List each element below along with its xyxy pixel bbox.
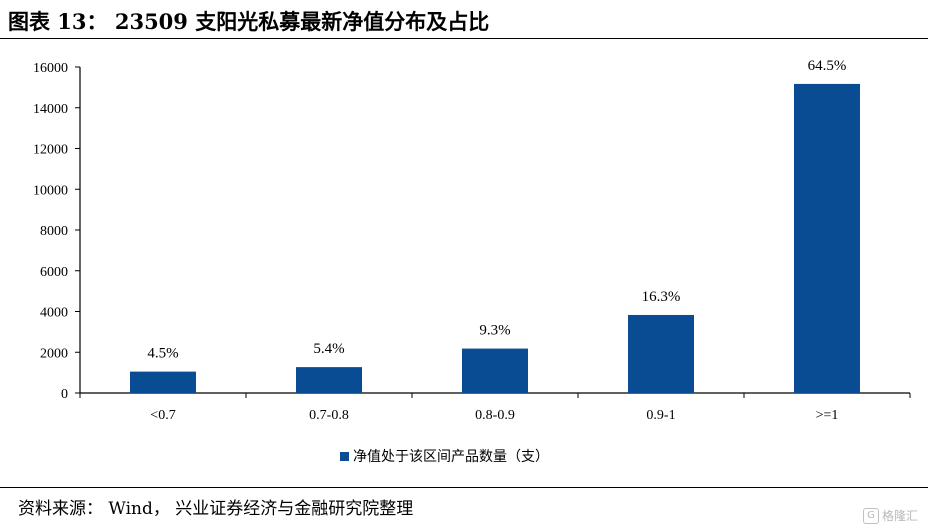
watermark-logo-icon: G bbox=[862, 507, 879, 524]
bar bbox=[794, 83, 860, 393]
title-divider bbox=[0, 38, 928, 39]
chart-data-labels: 4.5% 5.4% 9.3% 16.3% 64.5% bbox=[147, 58, 846, 362]
bar-chart: 0 2000 4000 6000 8000 10000 12000 14000 16000 <0.… bbox=[33, 58, 911, 465]
chart-axes: 0 2000 4000 6000 8000 10000 12000 14000 16000 <0.… bbox=[33, 61, 911, 423]
y-tick-label: 0 bbox=[61, 387, 68, 402]
bar-data-label: 9.3% bbox=[479, 323, 510, 339]
bar bbox=[296, 367, 362, 393]
x-tick-label: 0.7-0.8 bbox=[309, 408, 349, 423]
x-tick-label: <0.7 bbox=[150, 408, 175, 423]
source-divider bbox=[0, 487, 928, 488]
bar-data-label: 64.5% bbox=[808, 58, 847, 74]
y-tick-label: 8000 bbox=[40, 224, 68, 239]
bar bbox=[628, 314, 694, 393]
watermark-text: 格隆汇 bbox=[881, 509, 918, 523]
legend-swatch bbox=[340, 452, 349, 461]
source-note: 资料来源： Wind， 兴业证券经济与金融研究院整理 bbox=[18, 499, 414, 519]
bar-data-label: 4.5% bbox=[147, 346, 178, 362]
x-tick-label: 0.9-1 bbox=[646, 408, 675, 423]
y-tick-label: 4000 bbox=[40, 306, 68, 321]
bar-data-label: 16.3% bbox=[642, 289, 681, 305]
x-tick-label: >=1 bbox=[816, 408, 839, 423]
y-tick-label: 16000 bbox=[33, 61, 68, 76]
y-tick-label: 10000 bbox=[33, 183, 68, 198]
bar bbox=[462, 348, 528, 393]
chart-legend: 净值处于该区间产品数量（支） bbox=[340, 449, 549, 465]
chart-bars bbox=[130, 83, 860, 393]
bar bbox=[130, 371, 196, 393]
y-tick-label: 6000 bbox=[40, 265, 68, 280]
watermark: G 格隆汇 bbox=[862, 507, 918, 524]
y-tick-label: 2000 bbox=[40, 346, 68, 361]
y-tick-label: 14000 bbox=[33, 102, 68, 117]
x-tick-label: 0.8-0.9 bbox=[475, 408, 515, 423]
chart-title: 图表 13： 23509 支阳光私募最新净值分布及占比 bbox=[8, 9, 490, 34]
y-tick-label: 12000 bbox=[33, 143, 68, 158]
legend-label: 净值处于该区间产品数量（支） bbox=[353, 449, 549, 465]
bar-data-label: 5.4% bbox=[313, 341, 344, 357]
